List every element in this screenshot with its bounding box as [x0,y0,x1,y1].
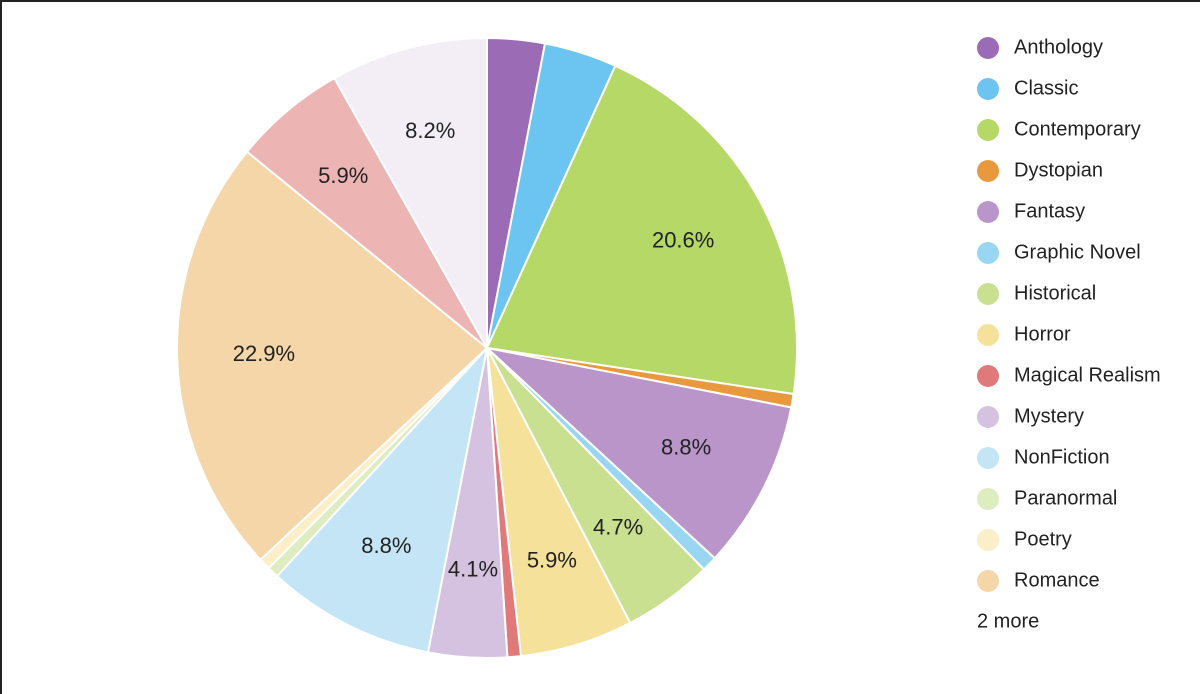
legend-label: NonFiction [1014,446,1110,468]
legend-label: Fantasy [1014,200,1085,222]
legend-label: Dystopian [1014,159,1103,181]
legend-label: Classic [1014,77,1078,99]
legend-swatch [977,529,999,551]
legend-more[interactable]: 2 more [977,610,1039,632]
legend-label: Graphic Novel [1014,241,1141,263]
legend-swatch [977,570,999,592]
legend-swatch [977,283,999,305]
legend-label: Anthology [1014,36,1103,58]
legend-label: Horror [1014,323,1071,345]
legend-swatch [977,324,999,346]
legend-swatch [977,78,999,100]
pie-slice [333,36,488,352]
legend-swatch [977,160,999,182]
slice-label: 4.7% [593,514,643,539]
slice-label: 5.9% [318,163,368,188]
legend-swatch [977,119,999,141]
legend-swatch [977,37,999,59]
legend-label: Mystery [1014,405,1084,427]
slice-label: 20.6% [652,227,714,252]
legend-swatch [977,365,999,387]
legend-label: Historical [1014,282,1096,304]
pie-slice [485,64,798,396]
slice-label: 8.2% [405,118,455,143]
legend-swatch [977,242,999,264]
slice-label: 8.8% [361,533,411,558]
slice-label: 22.9% [233,341,295,366]
pie-slice [176,150,489,562]
legend-label: Magical Realism [1014,364,1161,386]
slice-label: 5.9% [527,547,577,572]
legend-swatch [977,406,999,428]
legend-label: Contemporary [1014,118,1141,140]
pie-slice [483,346,793,560]
pie-slice [275,344,489,654]
legend-swatch [977,488,999,510]
legend-swatch [977,201,999,223]
legend-label: Poetry [1014,528,1072,550]
slice-label: 4.1% [448,557,498,582]
legend-label: Paranormal [1014,487,1117,509]
slice-label: 8.8% [661,435,711,460]
legend-label: Romance [1014,569,1100,591]
legend-swatch [977,447,999,469]
